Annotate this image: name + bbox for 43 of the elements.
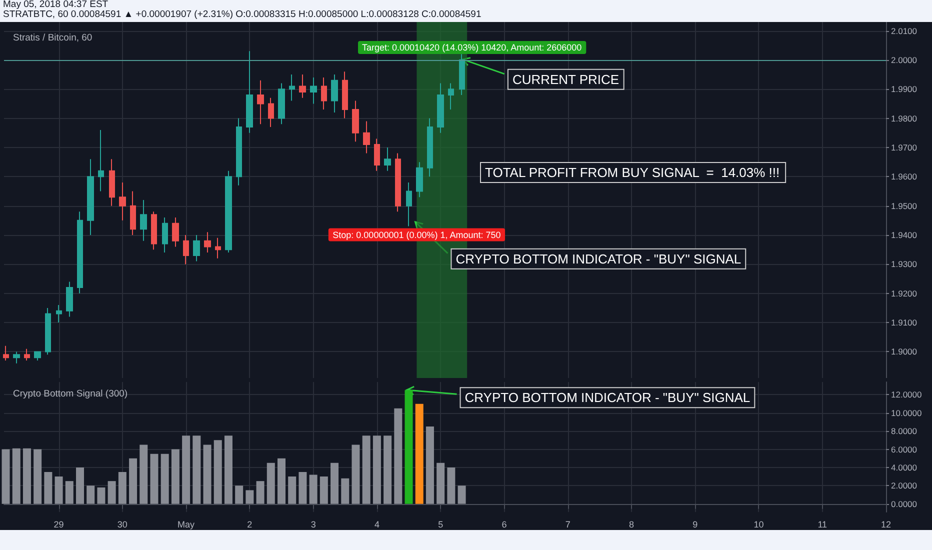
annotation: Target: 0.00010420 (14.03%) 10420, Amount: 2606000 [362,42,582,52]
y-tick-label: 8.0000 [891,426,918,436]
y-tick-label: 1.9100 [891,318,918,328]
chart-subtitle: May 05, 2018 04:37 EST [2,0,110,10]
y-tick-label: 4.0000 [891,462,918,472]
x-tick-label: 30 [117,520,128,530]
x-tick-label: 12 [880,520,892,530]
x-tick-label: 29 [54,520,64,530]
x-tick-label: 7 [565,520,570,530]
annotation: CRYPTO BOTTOM INDICATOR - "BUY" SIGNAL [456,251,742,266]
x-tick-label: 4 [374,520,380,530]
x-tick-label: 8 [628,520,634,530]
y-tick-label: 2.0000 [891,480,918,491]
annotation: TOTAL PROFIT FROM BUY SIGNAL = 14.03% !!! [485,165,780,180]
y-tick-label: 1.9200 [891,288,918,298]
y-tick-label: 1.9800 [891,113,918,124]
x-tick-label: 5 [438,520,444,530]
y-tick-label: 1.9700 [891,142,918,152]
text: Stratis / Bitcoin, 60 [13,32,92,44]
y-tick-label: 0.0000 [891,498,918,509]
y-tick-label: 10.0000 [891,408,922,418]
text: Crypto Bottom Signal (300) [13,388,128,400]
x-tick-label: 3 [310,520,316,530]
y-tick-label: 6.0000 [891,444,918,454]
y-tick-label: 1.9000 [891,346,918,357]
annotation: Stop: 0.00000001 (0.00%) 1, Amount: 750 [332,230,501,240]
annotation: CRYPTO BOTTOM INDICATOR - "BUY" SIGNAL [464,390,750,406]
text: STRATBTC, 60 0.00084591 ▲ +0.00001907 (+2.31%) O:0.00083315 H:0.00085000 L:0.00083128 C:0.00084591 [2,9,482,20]
y-tick-label: 1.9600 [891,172,918,182]
y-tick-label: 1.9500 [891,200,918,211]
y-tick-label: 2.0100 [891,26,918,36]
y-tick-label: 12.0000 [891,390,922,400]
x-tick-label: 2 [247,520,252,530]
y-tick-label: 1.9300 [891,259,918,270]
y-tick-label: 2.0000 [891,54,918,65]
annotation: CURRENT PRICE [512,72,620,87]
x-tick-label: May [178,520,196,530]
x-tick-label: 6 [502,520,507,530]
x-tick-label: 9 [692,520,698,530]
y-tick-label: 1.9400 [891,230,918,240]
y-tick-label: 1.9900 [891,84,918,94]
x-tick-label: 10 [754,520,764,530]
x-tick-label: 11 [818,520,828,530]
